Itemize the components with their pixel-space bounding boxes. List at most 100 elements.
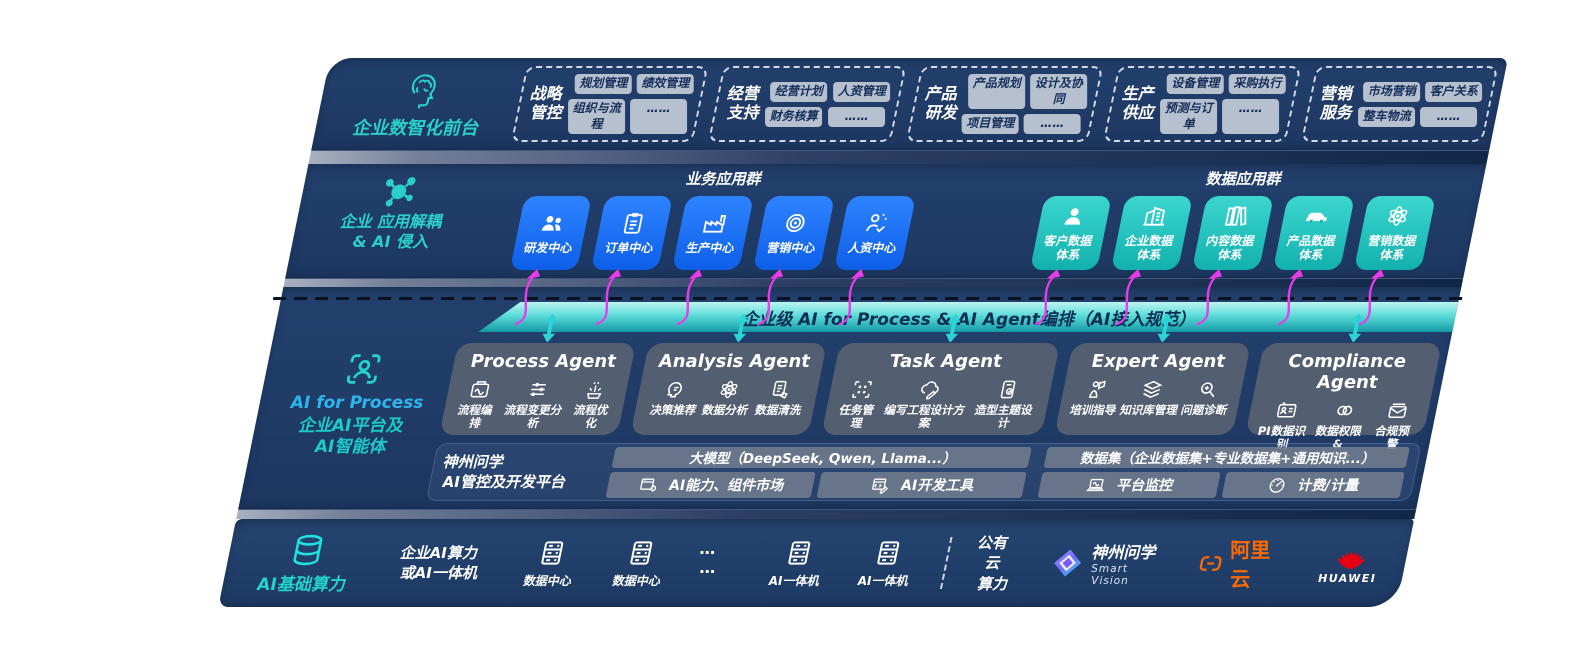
agent-capability: 数据清洗	[753, 378, 807, 417]
sliders-icon	[524, 378, 552, 401]
agent-capability: 流程变更分析	[496, 378, 574, 430]
agent-capability: 培训指导	[1068, 378, 1122, 417]
agent-cards-row: Process Agent 流程编排 流程变更分析 流程优化 Analysis …	[439, 314, 1443, 464]
compute-node-label: AI一体机	[857, 573, 908, 588]
public-cloud-label: 公有云 算力	[976, 533, 1008, 593]
capability-label: 知识库管理	[1119, 403, 1177, 417]
ellipsis-nodes: … …	[699, 539, 718, 577]
id-card-icon	[1273, 399, 1301, 422]
app-box-label: 客户数据 体系	[1043, 234, 1092, 263]
app-center-box: 营销数据 体系	[1353, 196, 1436, 326]
module-pill: 设计及协同	[1030, 74, 1088, 110]
agent-capability: 流程编排	[449, 378, 504, 430]
business-app-group: 业务应用群 研发中心 订单中心 生产中心 营销中心 人资中心	[479, 168, 952, 326]
capability-label: 编写工程设计方案	[883, 403, 965, 431]
people-star-icon	[861, 210, 892, 236]
llm-bar: 大模型（DeepSeek, Qwen, Llama...）	[611, 446, 1033, 468]
platform-bar-label: AI能力、组件市场	[668, 477, 783, 494]
agent-capability: 流程优化	[565, 378, 620, 430]
front-module-group: 经营 支持 经营计划 人资管理 财务核算……	[708, 66, 907, 142]
capability-label: 任务管理	[839, 403, 874, 431]
model-group: 大模型（DeepSeek, Qwen, Llama...） AI能力、组件市场 …	[605, 446, 1033, 498]
front-group-pills: 市场营销 客户关系 整车物流……	[1356, 81, 1484, 127]
capability-label: 流程变更分析	[503, 403, 561, 431]
server-icon	[535, 538, 571, 568]
compute-node: AI一体机	[852, 538, 921, 589]
module-pill: 财务核算	[765, 106, 823, 127]
app-box-label: 产品数据 体系	[1286, 234, 1335, 263]
server-icon	[782, 538, 818, 568]
module-pill: 经营计划	[770, 81, 828, 102]
module-pill: 规划管理	[574, 74, 632, 94]
vendor-huawei: HUAWEI	[1316, 541, 1383, 585]
app-box-label: 研发中心	[523, 241, 572, 256]
vendor-aliyun: 阿里云	[1193, 534, 1287, 592]
optimize-icon	[582, 378, 610, 401]
flow-arrow-icon	[676, 269, 702, 326]
double-arrow-icon	[542, 314, 558, 342]
agent-capabilities: 任务管理 编写工程设计方案 造型主题设计	[827, 378, 1049, 430]
double-arrow-icon	[733, 314, 749, 342]
cloud-pen-icon	[916, 378, 944, 401]
double-arrow-icon	[1348, 314, 1364, 342]
platform-bar-label: 平台监控	[1116, 477, 1173, 494]
layer-shelf	[236, 509, 1417, 519]
theme-icon	[994, 378, 1022, 401]
agent-title: Analysis Agent	[659, 351, 811, 372]
agent-capability: 造型主题设计	[967, 378, 1043, 430]
application-layer: 企业 应用解耦 & AI 侵入 业务应用群 研发中心 订单中心 生产中心 营销中…	[285, 164, 1487, 326]
capability-label: 问题诊断	[1180, 403, 1227, 417]
front-layer-title: 企业数智化前台	[352, 117, 479, 139]
app-box-label: 生产中心	[685, 241, 734, 256]
agent-title: Compliance Agent	[1288, 351, 1406, 393]
front-group-pills: 经营计划 人资管理 财务核算……	[764, 81, 892, 127]
app-layer-label-block: 企业 应用解耦 & AI 侵入	[291, 168, 500, 252]
module-pill: ……	[1222, 98, 1280, 134]
front-module-group: 生产 供应 设备管理 采购执行 预测与订单……	[1103, 66, 1301, 142]
dataset-bar: 数据集（企业数据集+专业数据集+通用知识...）	[1043, 446, 1410, 468]
module-pill: ……	[1023, 114, 1081, 134]
data-app-group: 数据应用群 客户数据 体系 企业数据 体系 内容数据 体系 产品数据 体系 营销	[991, 168, 1480, 326]
agent-capability: 编写工程设计方案	[877, 378, 975, 430]
front-group-title: 战略 管控	[529, 84, 562, 122]
infrastructure-layer: AI基础算力 企业AI算力 或AI一体机 数据中心 数据中心 … … AI一体机…	[218, 519, 1415, 607]
platform-bar: 计费/计量	[1221, 471, 1405, 498]
module-pill: ……	[1419, 106, 1478, 127]
module-pill: 人资管理	[832, 81, 890, 102]
app-box-label: 内容数据 体系	[1205, 234, 1254, 263]
front-layer-label-block: 企业数智化前台	[313, 69, 525, 140]
double-arrow-icon	[1157, 314, 1173, 342]
clipboard-icon	[618, 210, 649, 236]
front-group-title: 生产 供应	[1121, 84, 1154, 122]
platform-bar-label: AI开发工具	[900, 477, 973, 494]
capability-label: 数据分析	[701, 403, 748, 417]
module-pill: 整车物流	[1357, 106, 1415, 127]
app-box-label: 订单中心	[604, 241, 653, 256]
app-center-box: 订单中心	[590, 196, 673, 326]
platform-bar-label: 计费/计量	[1297, 477, 1359, 494]
vendor-name: HUAWEI	[1317, 572, 1377, 585]
compute-nodes: 数据中心 数据中心 … … AI一体机 AI一体机	[516, 538, 920, 589]
app-box-label: 人资中心	[847, 241, 896, 256]
front-office-layer: 企业数智化前台 战略 管控 规划管理 绩效管理 组织与流程…… 经营 支持 经营计划…	[311, 58, 1509, 150]
front-group-title: 营销 服务	[1319, 84, 1352, 122]
agent-capabilities: 流程编排 流程变更分析 流程优化	[444, 378, 625, 430]
front-module-group: 产品 研发 产品规划 设计及协同 项目管理……	[905, 66, 1104, 142]
mail-alert-icon	[1384, 399, 1412, 422]
target-icon	[780, 210, 811, 236]
app-box-label: 营销数据 体系	[1367, 234, 1416, 263]
dashed-divider	[940, 537, 953, 589]
platform-label: 神州问学 AI管控及开发平台	[442, 452, 565, 491]
module-pill: 预测与订单	[1160, 98, 1218, 134]
front-group-pills: 规划管理 绩效管理 组织与流程……	[565, 74, 697, 134]
ai-layer-title-cn: 企业AI平台及 AI智能体	[297, 416, 403, 458]
module-pill: 项目管理	[961, 114, 1019, 134]
front-group-pills: 设备管理 采购执行 预测与订单……	[1157, 74, 1289, 134]
compute-node-label: 数据中心	[523, 573, 572, 588]
agent-title: Process Agent	[470, 351, 616, 372]
capability-label: 数据清洗	[754, 403, 801, 417]
capability-label: 流程编排	[456, 403, 492, 431]
app-box-label: 企业数据 体系	[1124, 234, 1173, 263]
flow-arrow-icon	[1034, 269, 1060, 326]
agent-capabilities: 决策推荐 数据分析 数据清洗	[638, 378, 816, 417]
